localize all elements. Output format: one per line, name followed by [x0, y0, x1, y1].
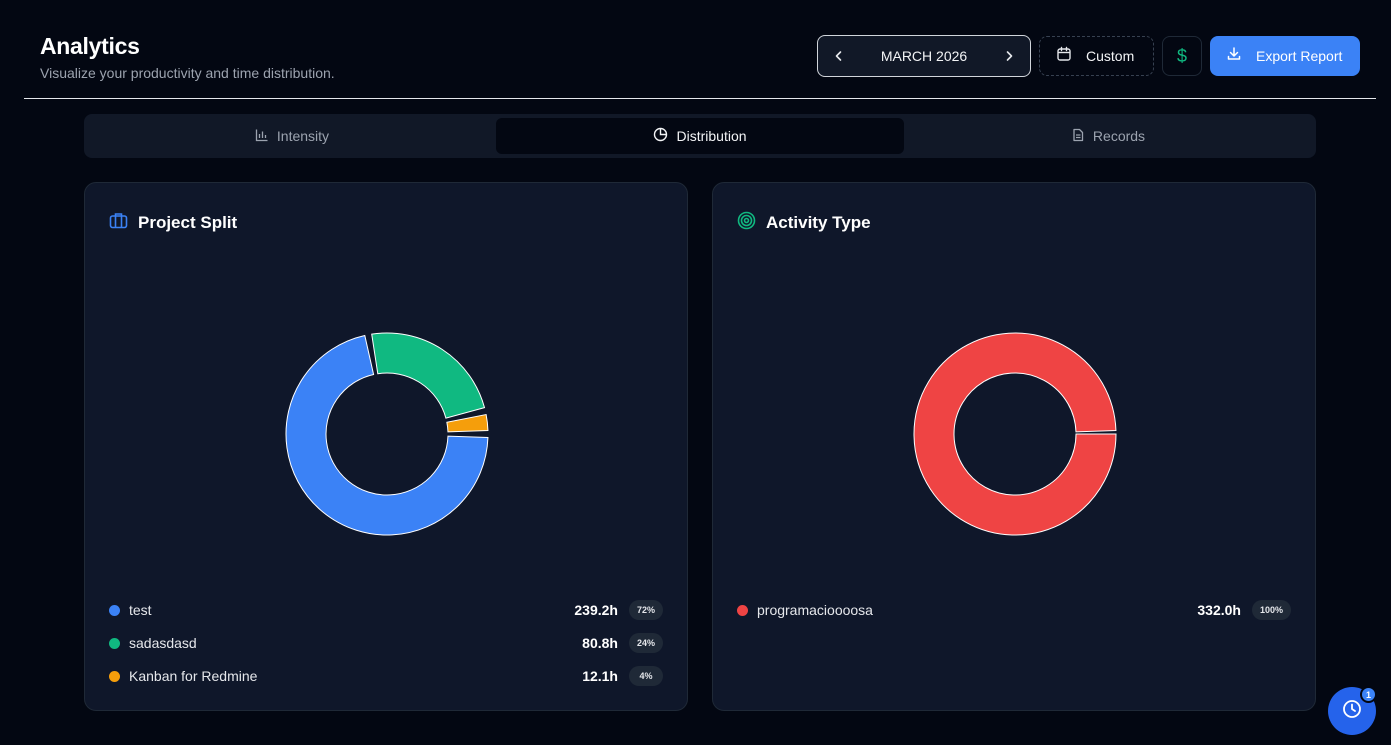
notification-badge: 1	[1360, 686, 1377, 703]
clock-icon	[1342, 699, 1362, 724]
tab-intensity[interactable]: Intensity	[88, 118, 496, 154]
project-split-card: Project Split test 239.2h 72% sadasdasd …	[84, 182, 688, 711]
export-report-label: Export Report	[1256, 48, 1343, 64]
activity-type-card: Activity Type programacioooosa 332.0h 10…	[712, 182, 1316, 711]
legend-percent-badge: 100%	[1251, 600, 1291, 620]
page-header: Analytics Visualize your productivity an…	[0, 0, 1391, 99]
download-icon	[1226, 46, 1242, 67]
legend-item: test 239.2h 72%	[109, 599, 663, 621]
legend-percent-badge: 4%	[629, 666, 663, 686]
legend-dot	[109, 670, 120, 682]
card-header: Activity Type	[737, 211, 871, 235]
pie-chart-icon	[653, 127, 668, 145]
legend-item: sadasdasd 80.8h 24%	[109, 632, 663, 654]
view-tabs: Intensity Distribution Records	[84, 114, 1316, 158]
tab-records[interactable]: Records	[904, 118, 1312, 154]
card-title: Project Split	[138, 213, 238, 232]
page-title: Analytics	[40, 33, 140, 59]
legend-dot	[109, 604, 120, 616]
tab-label: Intensity	[276, 128, 330, 144]
target-icon	[737, 211, 756, 235]
legend-hours: 12.1h	[582, 668, 618, 684]
legend-hours: 80.8h	[582, 635, 618, 651]
legend-percent-badge: 24%	[628, 633, 663, 653]
donut-slice-test[interactable]	[285, 334, 489, 536]
tab-label: Records	[1092, 128, 1146, 144]
tab-label: Distribution	[676, 128, 747, 144]
chevron-left-icon[interactable]	[830, 47, 848, 65]
legend-item: programacioooosa 332.0h 100%	[737, 599, 1291, 621]
legend-item: Kanban for Redmine 12.1h 4%	[109, 665, 663, 687]
page-subtitle: Visualize your productivity and time dis…	[40, 65, 335, 81]
card-header: Project Split	[109, 211, 237, 235]
legend-percent-badge: 72%	[628, 600, 663, 620]
donut-slice-kanban-for-redmine[interactable]	[446, 413, 489, 433]
legend-name: programacioooosa	[757, 602, 873, 618]
legend-hours: 239.2h	[574, 602, 618, 618]
calendar-icon	[1056, 46, 1072, 67]
document-icon	[1071, 128, 1085, 145]
currency-toggle-button[interactable]: $	[1162, 36, 1202, 76]
month-label: MARCH 2026	[880, 48, 968, 64]
export-report-button[interactable]: Export Report	[1210, 36, 1360, 76]
legend-hours: 332.0h	[1197, 602, 1241, 618]
donut-slice-sadasdasd[interactable]	[371, 332, 486, 419]
briefcase-icon	[109, 211, 128, 235]
card-title: Activity Type	[766, 213, 871, 232]
legend-name: sadasdasd	[129, 635, 197, 651]
activity-donut-chart	[913, 332, 1117, 536]
custom-range-button[interactable]: Custom	[1039, 36, 1154, 76]
legend-name: test	[129, 602, 152, 618]
donut-slice-programacioooosa[interactable]	[913, 332, 1117, 536]
project-donut-chart	[285, 332, 489, 536]
dollar-icon: $	[1176, 45, 1187, 66]
bar-chart-icon	[255, 128, 269, 145]
header-divider	[24, 98, 1376, 99]
chevron-right-icon[interactable]	[1000, 47, 1018, 65]
legend-dot	[737, 604, 748, 616]
tab-distribution[interactable]: Distribution	[496, 118, 904, 154]
legend-name: Kanban for Redmine	[129, 668, 258, 684]
legend-dot	[109, 637, 120, 649]
custom-range-label: Custom	[1086, 48, 1135, 64]
month-navigator: MARCH 2026	[817, 35, 1031, 77]
